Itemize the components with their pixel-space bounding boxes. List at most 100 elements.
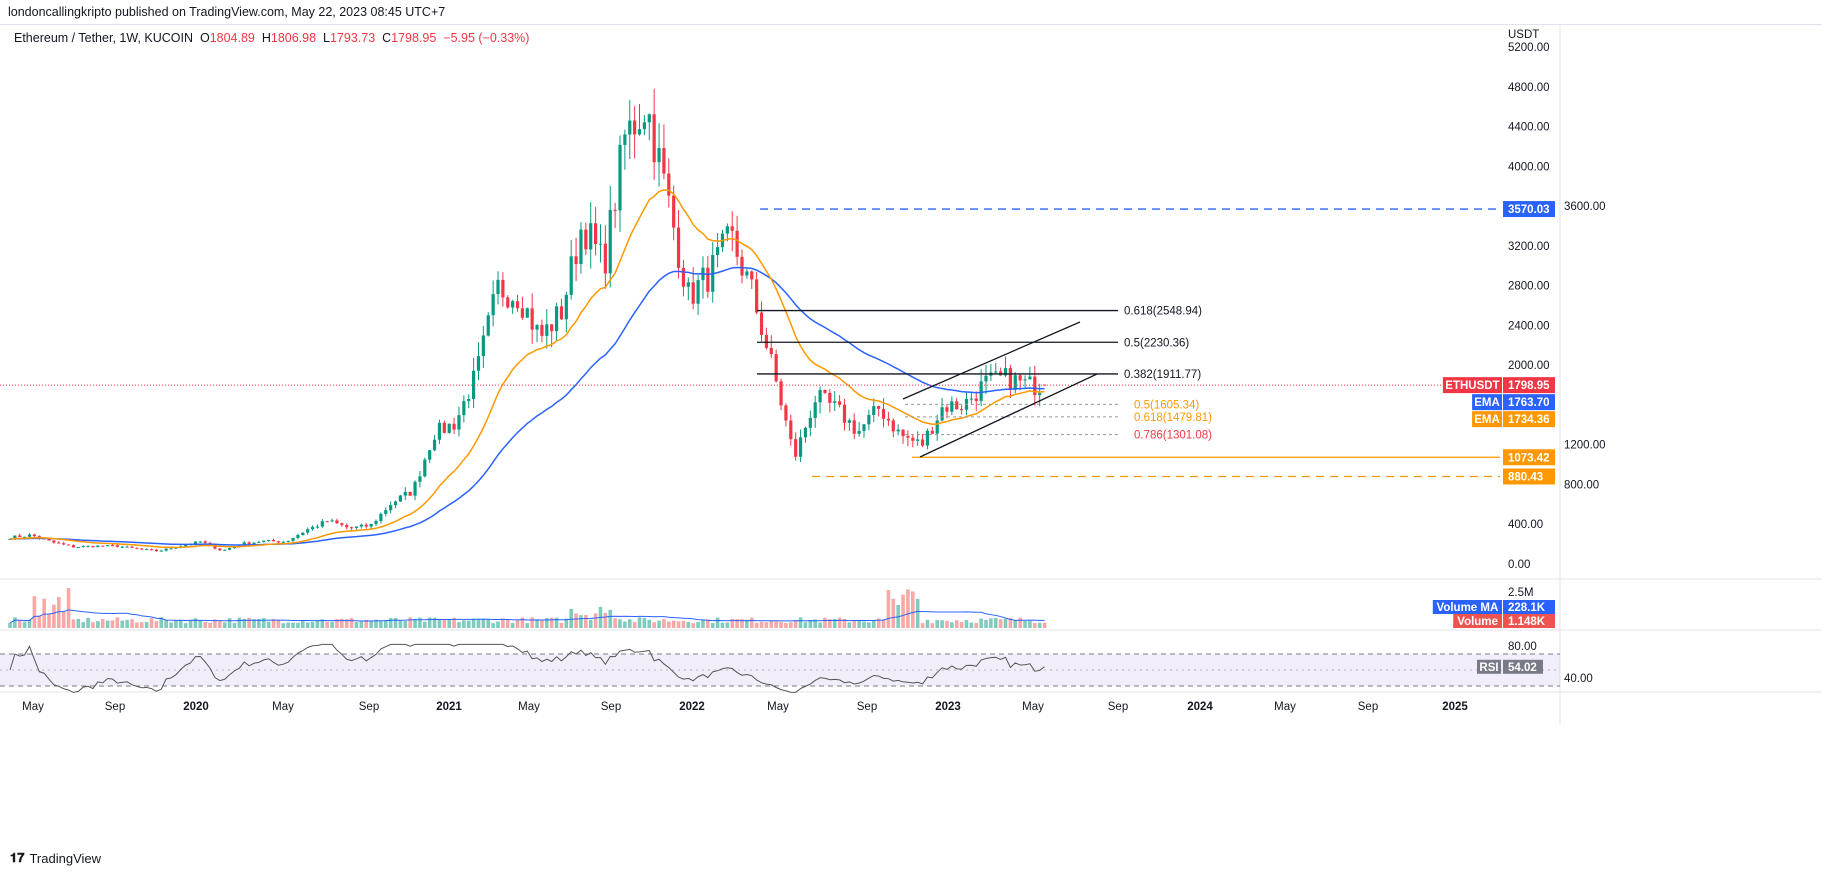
candle-body — [838, 401, 842, 405]
candle-body — [354, 526, 359, 528]
fib-minor-label: 0.618(1479.81) — [1134, 412, 1212, 424]
candle-body — [242, 542, 246, 546]
candle-body — [315, 526, 320, 528]
candle-body — [110, 545, 115, 547]
candle-body — [23, 536, 27, 538]
fib-level-label: 0.382(1911.77) — [1124, 369, 1201, 381]
volume-bar — [842, 619, 847, 628]
fib-level-label: 0.5(2230.36) — [1124, 337, 1189, 349]
candle-body — [589, 223, 593, 250]
candle-body — [325, 521, 329, 523]
candle-body — [223, 549, 227, 551]
volume-bar — [135, 622, 139, 628]
candle-body — [1023, 379, 1027, 381]
volume-bar — [61, 611, 66, 628]
volume-bar — [940, 620, 944, 628]
volume-bar — [691, 623, 695, 628]
volume-bar — [867, 622, 871, 628]
volume-bar — [340, 618, 344, 628]
candle-body — [145, 549, 149, 551]
volume-axis-label: 2.5M — [1508, 587, 1534, 599]
candle-body — [696, 280, 700, 304]
volume-badge-value: 1.148K — [1508, 616, 1546, 628]
volume-bar — [81, 622, 85, 628]
symbol-legend: Ethereum / Tether, 1W, KUCOIN O1804.89 H… — [14, 31, 529, 45]
candle-body — [276, 541, 280, 543]
candle-body — [686, 282, 690, 287]
volume-bar — [1003, 618, 1008, 628]
volume-bar — [745, 619, 749, 628]
candle-body — [228, 548, 232, 550]
volume-bar — [1033, 623, 1037, 628]
volume-bar — [964, 620, 969, 628]
volume-bar — [164, 619, 168, 628]
candle-body — [149, 549, 154, 551]
volume-bar — [335, 618, 339, 628]
volume-bar — [901, 594, 905, 628]
candle-body — [257, 542, 261, 544]
volume-bar — [627, 619, 632, 628]
open-label: O — [199, 31, 210, 45]
volume-bar — [906, 589, 910, 628]
volume-bar — [520, 617, 525, 628]
candle-body — [374, 520, 378, 524]
volume-bar — [935, 620, 939, 628]
price-badge-bg — [1503, 449, 1555, 466]
fib-level-label: 0.618(2548.94) — [1124, 306, 1202, 318]
volume-bar — [354, 622, 359, 628]
volume-bar — [91, 622, 95, 628]
candle-body — [335, 520, 339, 524]
volume-bar — [818, 622, 822, 628]
y-tick-label: 0.00 — [1508, 559, 1530, 571]
volume-bar — [252, 619, 256, 628]
candle-body — [472, 370, 476, 399]
volume-bar — [754, 622, 759, 628]
volume-bar — [886, 589, 891, 628]
candle-body — [218, 548, 222, 551]
volume-bar — [247, 617, 251, 628]
volume-bar — [310, 621, 315, 628]
candle-body — [47, 538, 51, 541]
volume-bar — [418, 617, 422, 628]
volume-bar — [549, 617, 554, 628]
candle-body — [27, 534, 32, 537]
volume-bar — [496, 621, 500, 628]
close-label: C — [382, 31, 392, 45]
volume-bar — [476, 618, 481, 628]
volume-bar — [466, 620, 471, 628]
volume-bar — [588, 619, 593, 628]
candle-body — [857, 430, 861, 434]
volume-bar — [764, 622, 769, 628]
tradingview-logo[interactable]: 𝟏𝟕 TradingView — [10, 850, 101, 866]
price-badge: 3570.03 — [1508, 204, 1550, 216]
volume-bar — [671, 620, 676, 628]
volume-badge-label: Volume MA — [1437, 602, 1499, 614]
y-tick-label: 2400.00 — [1508, 320, 1550, 332]
volume-bar — [179, 620, 183, 628]
candle-body — [364, 524, 368, 527]
volume-bar — [193, 618, 198, 628]
volume-bar — [27, 620, 32, 628]
volume-bar — [959, 622, 964, 628]
volume-bar — [505, 619, 510, 628]
volume-bar — [769, 621, 774, 628]
candle-body — [101, 545, 105, 547]
volume-bar — [408, 617, 412, 628]
candle-body — [1033, 376, 1037, 396]
candle-body — [481, 335, 485, 357]
volume-bar — [242, 618, 247, 628]
candle-body — [784, 405, 788, 421]
candle-body — [86, 545, 90, 547]
candle-body — [613, 209, 617, 211]
chart-frame — [0, 24, 1822, 726]
candle-body — [296, 534, 300, 538]
candle-body — [306, 529, 310, 533]
candle-body — [594, 223, 598, 245]
volume-bar — [593, 613, 598, 628]
change-value: −5.95 (−0.33%) — [443, 31, 530, 45]
candle-body — [872, 406, 876, 415]
candle-body — [174, 547, 178, 549]
badge-label-bg — [1442, 377, 1502, 394]
candle-body — [203, 541, 207, 543]
